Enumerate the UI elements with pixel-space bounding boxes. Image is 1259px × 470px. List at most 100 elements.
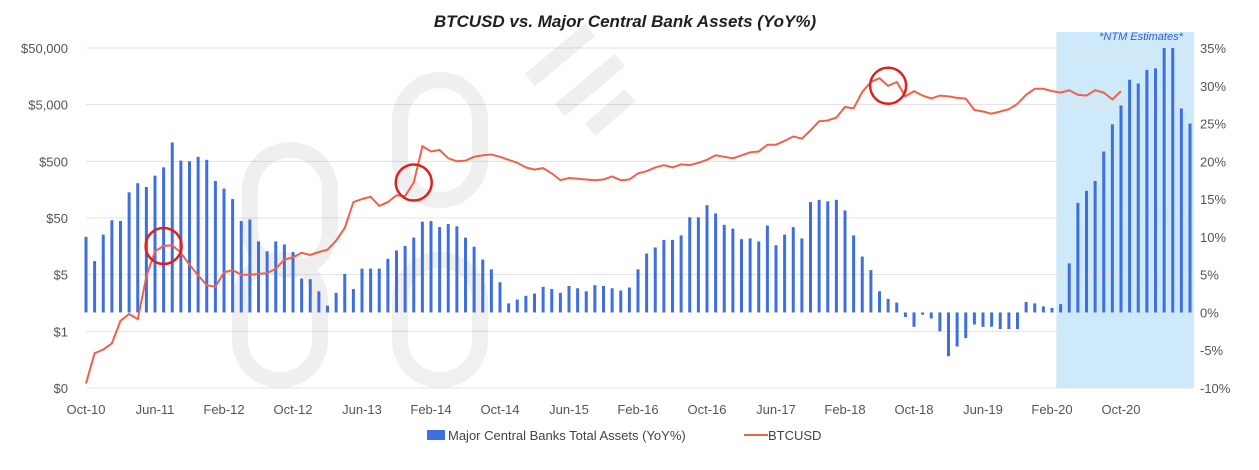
right-tick-label: 20% — [1200, 154, 1226, 169]
bar — [921, 312, 925, 315]
bar — [377, 268, 381, 313]
bar — [334, 292, 338, 313]
bar — [645, 253, 649, 313]
right-axis-ticks: -10% -5% 0% 5% 10% 15% 20% 25% 30% 35% — [1200, 41, 1231, 396]
x-tick-label: Jun-19 — [963, 402, 1003, 417]
bar — [972, 312, 976, 325]
bar — [1041, 306, 1045, 313]
bar — [127, 192, 131, 313]
bar — [1154, 68, 1157, 313]
chart-title: BTCUSD vs. Major Central Bank Assets (Yo… — [434, 12, 817, 31]
bar — [1110, 124, 1114, 313]
bar — [1085, 190, 1088, 313]
x-tick-label: Feb-12 — [203, 402, 244, 417]
bar — [170, 142, 174, 313]
bar — [567, 286, 571, 313]
bar — [231, 199, 235, 313]
bar — [834, 199, 838, 313]
bar — [1059, 304, 1063, 313]
bar — [774, 245, 778, 313]
bar — [282, 244, 286, 313]
bar — [386, 258, 390, 313]
x-tick-label: Oct-16 — [687, 402, 726, 417]
line-series — [85, 77, 1122, 384]
bar — [360, 268, 364, 313]
left-tick-label: $5,000 — [28, 98, 68, 113]
bar — [998, 312, 1002, 330]
bar — [558, 292, 562, 313]
bar — [265, 251, 269, 313]
bar — [1076, 202, 1080, 313]
highlight-circles — [144, 66, 908, 266]
legend-label-bars: Major Central Banks Total Assets (YoY%) — [448, 428, 686, 443]
bar — [1162, 48, 1166, 313]
bar — [403, 245, 407, 313]
x-tick-label: Feb-14 — [410, 402, 451, 417]
bar — [912, 312, 916, 327]
bar — [119, 221, 122, 313]
bar — [1024, 301, 1028, 313]
bar — [671, 239, 674, 313]
bar — [696, 217, 700, 313]
left-tick-label: $50 — [46, 211, 68, 226]
highlight-circle — [394, 163, 433, 202]
bar — [903, 312, 907, 317]
bar — [826, 201, 830, 313]
bar — [455, 226, 459, 313]
bar — [84, 236, 88, 313]
x-axis-ticks: Oct-10 Jun-11 Feb-12 Oct-12 Jun-13 Feb-14 Oct-… — [66, 402, 1140, 417]
bar — [326, 305, 329, 313]
bar — [93, 261, 97, 313]
bar — [162, 167, 166, 313]
right-tick-label: 35% — [1200, 41, 1226, 56]
legend-label-line: BTCUSD — [768, 428, 821, 443]
x-tick-label: Oct-14 — [480, 402, 519, 417]
bar — [748, 238, 752, 313]
bar — [783, 234, 787, 313]
bar — [524, 295, 528, 313]
bar — [1188, 123, 1192, 313]
bar — [938, 312, 942, 332]
bar — [636, 269, 640, 313]
right-tick-label: 5% — [1200, 268, 1219, 283]
bar — [1145, 69, 1149, 313]
bar — [1102, 151, 1106, 313]
bar — [722, 224, 726, 313]
bar — [498, 282, 502, 313]
bar — [653, 247, 657, 313]
bar — [886, 298, 890, 313]
bar — [688, 217, 692, 313]
bar — [1033, 303, 1037, 313]
bar — [662, 239, 666, 313]
bar — [576, 288, 580, 313]
bar — [981, 312, 985, 327]
bar — [395, 250, 398, 313]
x-tick-label: Oct-18 — [894, 402, 933, 417]
bar — [627, 287, 631, 313]
left-tick-label: $1 — [54, 324, 68, 339]
bar — [1050, 307, 1054, 313]
right-tick-label: -5% — [1200, 343, 1224, 358]
bar — [679, 235, 683, 313]
bar — [507, 303, 511, 313]
bar — [705, 205, 709, 313]
bar — [429, 221, 433, 313]
right-tick-label: 10% — [1200, 230, 1226, 245]
bar — [800, 238, 804, 313]
bar — [791, 227, 795, 313]
bar — [101, 234, 105, 313]
bar — [731, 228, 735, 313]
right-tick-label: 15% — [1200, 192, 1226, 207]
bar — [990, 312, 994, 327]
bar — [222, 188, 226, 313]
left-tick-label: $50,000 — [21, 41, 68, 56]
x-tick-label: Feb-20 — [1031, 402, 1072, 417]
bar — [541, 286, 545, 313]
x-tick-label: Feb-16 — [617, 402, 658, 417]
bar — [602, 286, 605, 313]
right-tick-label: 30% — [1200, 79, 1226, 94]
bar — [464, 237, 467, 313]
bar — [593, 285, 597, 313]
